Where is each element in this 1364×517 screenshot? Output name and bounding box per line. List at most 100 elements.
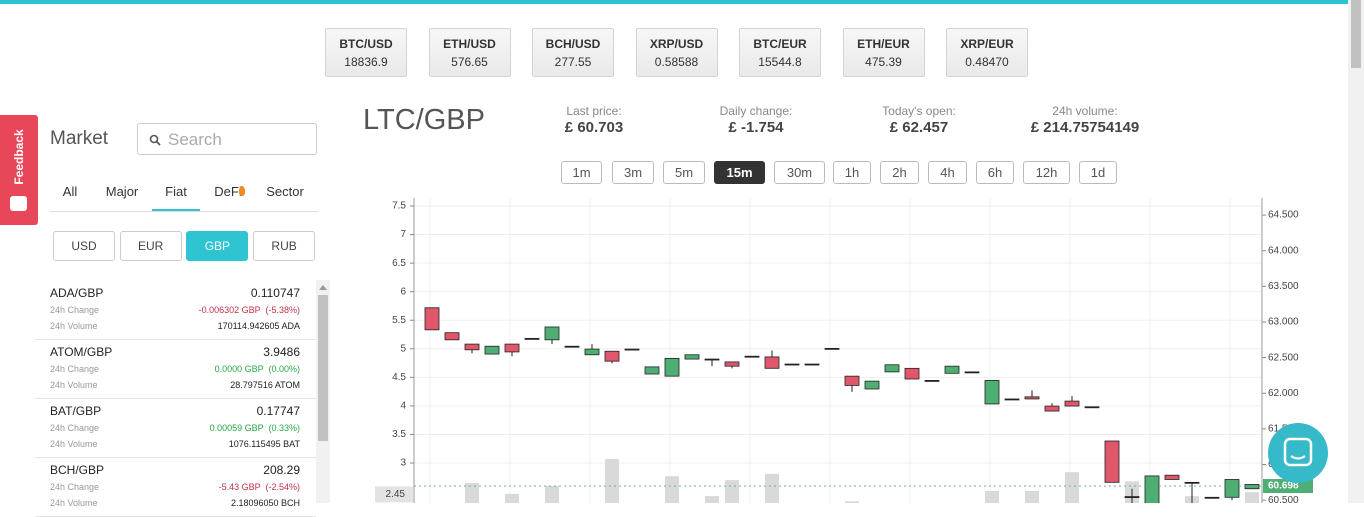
candle-body bbox=[1204, 496, 1220, 499]
scroll-up-arrow[interactable] bbox=[319, 284, 327, 290]
volume-label: 24h Volume bbox=[50, 321, 98, 331]
stat-label: Last price: bbox=[566, 104, 622, 118]
item-pair: BCH/GBP bbox=[50, 463, 105, 477]
market-title: Market bbox=[50, 128, 109, 149]
candle-body bbox=[684, 354, 700, 360]
y-tick-label: 7 bbox=[400, 229, 406, 240]
chat-icon bbox=[1283, 437, 1313, 467]
interval-button[interactable]: 30m bbox=[774, 161, 825, 184]
currency-button[interactable]: EUR bbox=[119, 231, 182, 261]
ticker[interactable]: ETH/EUR 475.39 bbox=[842, 28, 925, 77]
interval-button[interactable]: 3m bbox=[612, 161, 654, 184]
interval-button[interactable]: 1m bbox=[561, 161, 602, 184]
change-label: 24h Change bbox=[50, 305, 100, 315]
change-value: 0.00059 GBP (0.33%) bbox=[209, 423, 300, 433]
interval-button[interactable]: 5m bbox=[663, 161, 705, 184]
candle-body bbox=[624, 348, 640, 351]
candle-body bbox=[564, 345, 580, 348]
currency-button[interactable]: USD bbox=[53, 231, 115, 261]
scroll-thumb[interactable] bbox=[1351, 0, 1361, 68]
interval-button[interactable]: 6h bbox=[976, 161, 1014, 184]
y2-tick-label: 60.500 bbox=[1268, 495, 1299, 503]
ticker-price: 475.39 bbox=[865, 55, 902, 69]
last-volume-tag bbox=[375, 486, 413, 503]
ticker-price: 18836.9 bbox=[344, 55, 388, 69]
chat-circle bbox=[1268, 423, 1328, 483]
candle-body bbox=[1144, 475, 1160, 503]
volume-bar bbox=[1025, 491, 1039, 503]
stat-value: £ 214.75754149 bbox=[1030, 119, 1140, 136]
market-tab[interactable]: Major bbox=[105, 184, 139, 199]
interval-button[interactable]: 12h bbox=[1023, 161, 1070, 184]
y-tick-label: 7.5 bbox=[392, 201, 406, 212]
candle-body bbox=[544, 326, 560, 341]
ticker-pair: BTC/EUR bbox=[753, 37, 807, 51]
chat-launcher[interactable] bbox=[1268, 423, 1328, 483]
stat: Daily change: £ -1.754 bbox=[720, 104, 793, 136]
search-placeholder: Search bbox=[168, 130, 222, 149]
volume-value: 28.797516 ATOM bbox=[230, 380, 300, 390]
volume-bar bbox=[545, 485, 559, 503]
candle-body bbox=[944, 365, 960, 374]
volume-bar bbox=[465, 483, 479, 503]
candle-body bbox=[964, 371, 980, 374]
candle-body bbox=[1124, 496, 1140, 498]
market-item[interactable]: ATOM/GBP 3.9486 24h Change 0.0000 GBP (0.00… bbox=[35, 340, 316, 399]
candle-body bbox=[924, 380, 940, 382]
ticker[interactable]: ETH/USD 576.65 bbox=[428, 28, 511, 77]
interval-button[interactable]: 15m bbox=[714, 161, 765, 184]
ticker-price: 0.48470 bbox=[965, 55, 1009, 69]
last-volume-label: 2.45 bbox=[386, 489, 406, 500]
candle-body bbox=[1104, 440, 1120, 483]
market-tab[interactable]: Fiat bbox=[165, 184, 187, 199]
candle-body bbox=[884, 364, 900, 373]
ticker[interactable]: XRP/EUR 0.48470 bbox=[946, 28, 1028, 77]
currency-button[interactable]: RUB bbox=[253, 231, 316, 261]
stat: Last price: £ 60.703 bbox=[565, 104, 623, 136]
list-scrollbar[interactable] bbox=[316, 280, 330, 503]
ticker[interactable]: BTC/EUR 15544.8 bbox=[739, 28, 821, 77]
item-price: 208.29 bbox=[263, 463, 300, 477]
candle-body bbox=[584, 348, 600, 356]
feedback-tab[interactable]: Feedback bbox=[0, 115, 38, 225]
candle-body bbox=[1024, 396, 1040, 400]
stat-value: £ -1.754 bbox=[728, 119, 784, 136]
item-price: 3.9486 bbox=[263, 345, 300, 359]
candle-body bbox=[844, 375, 860, 386]
top-bar bbox=[0, 0, 1348, 4]
y-tick-label: 6.5 bbox=[392, 258, 406, 269]
search-box[interactable]: Search bbox=[137, 123, 317, 155]
scrollbar[interactable] bbox=[1348, 0, 1364, 503]
y-tick-label: 4.5 bbox=[392, 372, 406, 383]
candle-body bbox=[644, 366, 660, 375]
ticker-price: 15544.8 bbox=[758, 55, 802, 69]
candle-body bbox=[864, 380, 880, 390]
ticker-price: 576.65 bbox=[451, 55, 488, 69]
last-price-label: 60.698 bbox=[1268, 481, 1299, 492]
item-pair: ATOM/GBP bbox=[50, 345, 113, 359]
y2-tick-label: 62.500 bbox=[1268, 352, 1299, 363]
volume-bar bbox=[725, 480, 739, 503]
interval-button[interactable]: 4h bbox=[928, 161, 967, 184]
y-tick-label: 4 bbox=[400, 401, 406, 412]
interval-button[interactable]: 2h bbox=[880, 161, 919, 184]
market-item[interactable]: ADA/GBP 0.110747 24h Change -0.006302 GBP (… bbox=[35, 281, 316, 340]
candle-body bbox=[464, 343, 480, 351]
interval-button[interactable]: 1h bbox=[833, 161, 871, 184]
y2-tick-label: 64.500 bbox=[1268, 210, 1299, 221]
volume-value: 170114.942605 ADA bbox=[217, 321, 300, 331]
ticker-pair: BCH/USD bbox=[545, 37, 601, 51]
ticker[interactable]: BCH/USD 277.55 bbox=[532, 28, 614, 77]
market-tab[interactable]: Sector bbox=[266, 184, 304, 199]
market-tab[interactable]: DeFi bbox=[214, 184, 242, 199]
candle-body bbox=[424, 307, 440, 331]
market-item[interactable]: BAT/GBP 0.17747 24h Change 0.00059 GBP (0.3… bbox=[35, 399, 316, 458]
list-scroll-thumb[interactable] bbox=[318, 295, 328, 441]
market-tab[interactable]: All bbox=[62, 184, 78, 199]
currency-button[interactable]: GBP bbox=[186, 231, 249, 261]
interval-button[interactable]: 1d bbox=[1079, 161, 1117, 184]
ticker[interactable]: BTC/USD 18836.9 bbox=[325, 28, 407, 77]
volume-label: 24h Volume bbox=[50, 439, 98, 449]
candle-body bbox=[764, 356, 780, 369]
ticker[interactable]: XRP/USD 0.58588 bbox=[635, 28, 718, 77]
